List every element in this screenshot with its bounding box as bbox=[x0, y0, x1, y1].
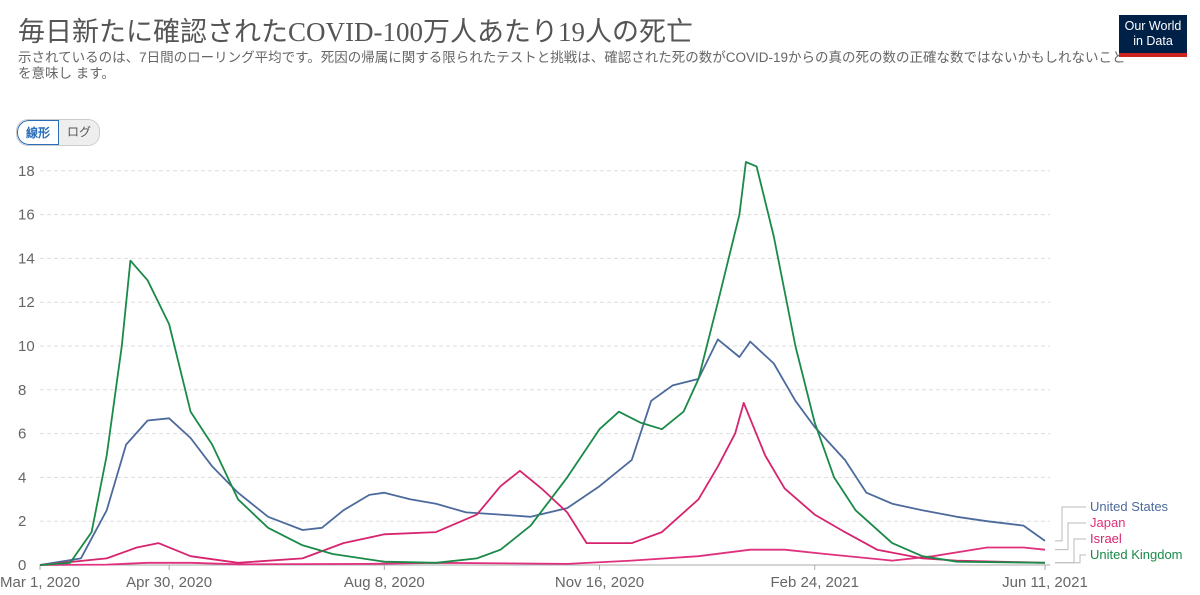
y-tick-label: 0 bbox=[18, 557, 26, 574]
legend-label: Japan bbox=[1090, 515, 1125, 530]
y-tick-label: 2 bbox=[18, 513, 26, 530]
x-tick-label: Apr 30, 2020 bbox=[126, 574, 212, 591]
owid-logo[interactable]: Our World in Data bbox=[1119, 15, 1187, 57]
y-tick-label: 12 bbox=[18, 294, 35, 311]
y-tick-label: 6 bbox=[18, 426, 26, 443]
y-tick-label: 14 bbox=[18, 250, 35, 267]
y-tick-label: 10 bbox=[18, 338, 35, 355]
x-tick-label: Mar 1, 2020 bbox=[0, 574, 80, 591]
series-line-israel bbox=[39, 402, 1046, 566]
chart-subtitle: 示されているのは、7日間のローリング平均です。死因の帰属に関する限られたテストと… bbox=[18, 50, 1126, 81]
y-tick-label: 8 bbox=[18, 382, 26, 399]
y-tick-label: 4 bbox=[18, 469, 26, 486]
legend-label: Israel bbox=[1090, 531, 1122, 546]
x-tick-label: Jun 11, 2021 bbox=[1002, 574, 1088, 591]
legend-label: United Kingdom bbox=[1090, 547, 1183, 562]
x-tick-label: Nov 16, 2020 bbox=[555, 574, 644, 591]
x-tick-label: Aug 8, 2020 bbox=[344, 574, 425, 591]
series-line-united-kingdom bbox=[39, 161, 1046, 566]
y-tick-label: 18 bbox=[18, 163, 35, 180]
series-line-united-states bbox=[39, 338, 1046, 566]
y-tick-label: 16 bbox=[18, 207, 35, 224]
legend-connector bbox=[1055, 522, 1086, 551]
x-tick-label: Feb 24, 2021 bbox=[771, 574, 859, 591]
series-line-japan bbox=[39, 546, 1046, 566]
legend-connector bbox=[1055, 554, 1086, 564]
chart-title: 毎日新たに確認されたCOVID-100万人あたり19人の死亡 bbox=[18, 17, 693, 47]
log-scale-button[interactable]: ログ bbox=[59, 120, 100, 145]
legend-label: United States bbox=[1090, 499, 1169, 514]
linear-scale-button[interactable]: 線形 bbox=[17, 120, 60, 145]
legend-connector bbox=[1055, 506, 1086, 542]
legend-connector bbox=[1055, 538, 1086, 564]
scale-toggle: 線形 ログ bbox=[16, 119, 101, 146]
